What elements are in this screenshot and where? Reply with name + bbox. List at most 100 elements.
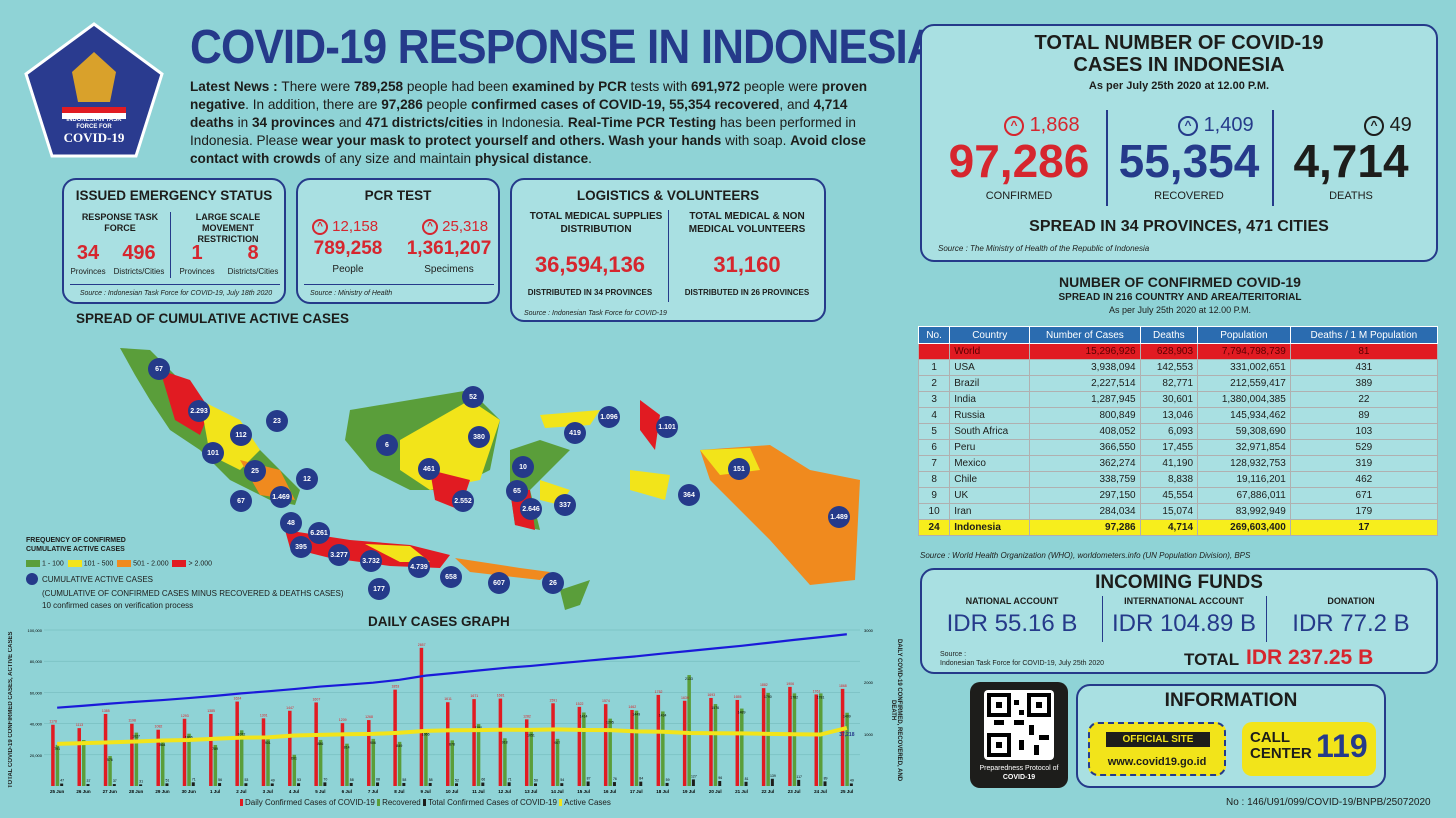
qr-card[interactable]: Preparedness Protocol of COVID-19: [970, 682, 1068, 788]
pcr-people: 789,258: [313, 238, 383, 259]
table-cell: Mexico: [949, 455, 1031, 472]
table-cell: 30,601: [1139, 391, 1199, 408]
death-data-label: 50: [534, 778, 538, 782]
recovered-bar: [371, 738, 376, 786]
psbb-provinces-count: 1: [191, 242, 203, 264]
x-tick-label: 4 Jul: [289, 789, 299, 794]
legend-swatch-yellow: [67, 560, 82, 567]
daily-confirmed-bar: [682, 700, 687, 786]
death-bar: [481, 782, 485, 786]
x-tick-label: 8 Jul: [394, 789, 404, 794]
map-legend: 1 - 100 101 - 500 501 - 2.000 > 2.000: [26, 560, 212, 567]
y-tick-label: 100,000: [28, 628, 43, 633]
death-data-label: 52: [455, 778, 459, 782]
death-data-label: 70: [323, 777, 327, 781]
daily-confirmed-bar: [603, 704, 608, 786]
x-tick-label: 23 Jul: [788, 789, 801, 794]
x-tick-label: 9 Jul: [421, 789, 431, 794]
daily-data-label: 1639: [681, 696, 689, 700]
legend-title-1: FREQUENCY OF CONFIRMED: [26, 537, 126, 544]
table-cell: 3,938,094: [1029, 359, 1141, 376]
recovered-bar: [608, 718, 612, 786]
x-tick-label: 15 Jul: [577, 789, 590, 794]
districts-count: 496: [122, 242, 156, 264]
death-data-label: 139: [770, 774, 776, 778]
table-cell: 10: [917, 503, 951, 520]
death-data-label: 31: [139, 779, 143, 783]
deaths-total: 4,714: [1293, 135, 1409, 187]
legend-swatch-total: [422, 799, 426, 807]
daily-data-label: 1209: [339, 718, 347, 722]
daily-confirmed-bar: [551, 703, 555, 786]
official-site-label: OFFICIAL SITE: [1106, 732, 1210, 747]
recovered-total: 55,354: [1118, 135, 1260, 187]
recovered-data-label: 789: [212, 747, 218, 751]
donation-label: DONATION: [1327, 596, 1375, 606]
donation-value: IDR 77.2 B: [1292, 610, 1410, 637]
daily-confirmed-bar: [182, 718, 187, 786]
latest-news: Latest News : There were 789,258 people …: [190, 78, 890, 168]
active-cases-marker: 2.552: [452, 490, 474, 512]
table-cell: 7,794,798,739: [1197, 343, 1291, 360]
logistics-panel: LOGISTICS & VOLUNTEERS TOTAL MEDICAL SUP…: [510, 178, 826, 322]
x-tick-label: 25 Jul: [840, 789, 853, 794]
table-cell: 24: [917, 519, 951, 536]
deaths-increase: ^ 49: [1364, 114, 1412, 137]
active-cases-marker: 337: [554, 494, 576, 516]
table-row: 4 Russia 800,849 13,046 145,934,462 89: [917, 407, 1439, 424]
active-cases-marker: 1.489: [828, 506, 850, 528]
x-tick-label: 18 Jul: [656, 789, 669, 794]
recovered-bar: [845, 712, 849, 786]
news-text: tests with: [626, 79, 691, 94]
recovered-data-label: 1414: [580, 714, 588, 718]
death-bar: [139, 784, 143, 786]
x-tick-label: 1 Jul: [210, 789, 220, 794]
y2-tick-label: 1000: [864, 732, 874, 737]
table-cell: 67,886,011: [1197, 487, 1291, 504]
recovered-bar: [397, 741, 402, 786]
volunteers-desc: DISTRIBUTED IN 26 PROVINCES: [684, 288, 810, 297]
news-text: in Indonesia.: [483, 115, 568, 130]
table-cell: 15,074: [1139, 503, 1199, 520]
legend-daily: Daily Confirmed Cases of COVID-19: [245, 798, 375, 807]
qr-code-icon[interactable]: [984, 690, 1054, 760]
active-cases-marker: 607: [488, 572, 510, 594]
call-center-button[interactable]: CALL CENTER 119: [1242, 722, 1376, 776]
daily-confirmed-bar: [235, 701, 239, 786]
table-cell: 81: [1289, 343, 1439, 360]
up-arrow-icon: ^: [312, 219, 328, 236]
confirmed-inc: 1,868: [1029, 114, 1080, 136]
news-text: physical distance: [474, 151, 589, 166]
daily-data-label: 1282: [523, 714, 531, 718]
daily-confirmed-bar: [446, 702, 450, 786]
table-row: 9 UK 297,150 45,554 67,886,011 671: [917, 487, 1439, 504]
daily-data-label: 1906: [786, 682, 794, 686]
table-cell: 41,190: [1139, 455, 1199, 472]
x-tick-label: 20 Jul: [709, 789, 722, 794]
legend-swatch-orange: [117, 560, 132, 567]
daily-data-label: 1591: [549, 698, 557, 702]
news-text: 691,972: [691, 79, 741, 94]
table-cell: 800,849: [1029, 407, 1141, 424]
volunteers-value: 31,160: [713, 252, 781, 277]
legend-title-2: CUMULATIVE ACTIVE CASES: [26, 546, 125, 553]
official-site-link[interactable]: OFFICIAL SITE www.covid19.go.id: [1088, 722, 1226, 776]
daily-confirmed-bar: [288, 710, 292, 786]
volunteers-label: TOTAL MEDICAL & NON MEDICAL VOLUNTEERS: [688, 211, 806, 235]
official-site-url[interactable]: www.covid19.go.id: [1107, 756, 1207, 768]
death-bar: [718, 781, 722, 786]
table-cell: 2: [917, 375, 951, 392]
daily-confirmed-bar: [261, 718, 266, 786]
table-row: 24 Indonesia 97,286 4,714 269,603,400 17: [917, 519, 1439, 536]
totals-title-1: TOTAL NUMBER OF COVID-19: [1034, 32, 1324, 54]
funds-title: INCOMING FUNDS: [1095, 572, 1263, 593]
chart-legend: Daily Confirmed Cases of COVID-19 Recove…: [240, 798, 611, 807]
recovered-data-label: 2133: [685, 677, 693, 681]
x-tick-label: 10 Jul: [446, 789, 459, 794]
active-cases-marker: 380: [468, 426, 490, 448]
information-panel: INFORMATION OFFICIAL SITE www.covid19.go…: [1076, 684, 1386, 788]
world-title: NUMBER OF CONFIRMED COVID-19: [1059, 274, 1301, 290]
table-cell: 338,759: [1029, 471, 1141, 488]
recovered-data-label: 918: [502, 740, 508, 744]
provinces-count: 34: [76, 242, 100, 264]
